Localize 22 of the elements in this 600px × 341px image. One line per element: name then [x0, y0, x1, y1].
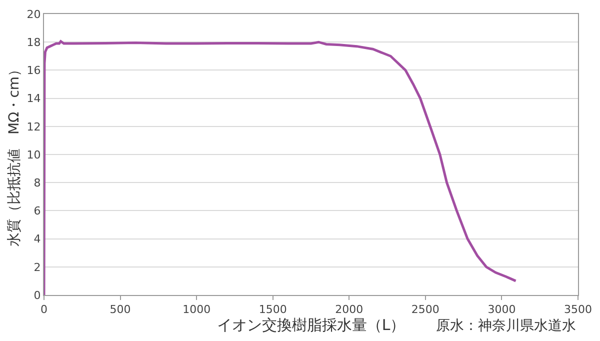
y-tick-label: 18 — [26, 36, 41, 49]
x-tick-label: 1000 — [182, 303, 211, 316]
x-tick-label: 3000 — [488, 303, 516, 316]
line-series — [44, 40, 517, 295]
x-axis-title: イオン交換樹脂採水量（L） — [216, 316, 406, 334]
y-tick-label: 2 — [34, 260, 41, 274]
text: 原水：神奈川県水道水 — [436, 318, 576, 334]
x-tick-label: 2000 — [335, 303, 364, 316]
y-tick-label: 14 — [26, 92, 41, 106]
x-tick-label: 1500 — [258, 303, 287, 316]
y-axis-title: 水質（比抵抗値 MΩ・cm） — [6, 62, 22, 247]
x-tick-label: 3500 — [564, 303, 592, 316]
x-tick-label: 500 — [110, 303, 131, 316]
y-tick-label: 4 — [34, 232, 41, 246]
y-tick-label: 16 — [26, 64, 41, 78]
y-tick-label: 6 — [34, 204, 41, 218]
y-tick-label: 12 — [26, 120, 41, 134]
y-tick-label: 8 — [34, 176, 41, 190]
y-tick-label: 20 — [26, 8, 41, 21]
x-tick-label: 2500 — [411, 303, 440, 316]
y-tick-label: 0 — [34, 288, 41, 302]
y-tick-label: 10 — [26, 148, 41, 162]
